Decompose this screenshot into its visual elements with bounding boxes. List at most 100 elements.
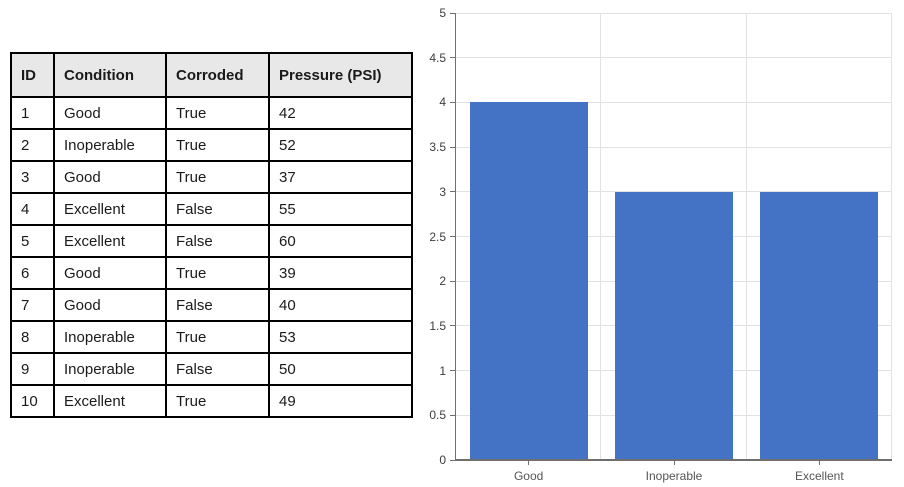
table-cell: 5: [10, 224, 55, 258]
bar-inoperable: [615, 191, 733, 460]
table-row: 5 Excellent False 60: [10, 224, 413, 258]
x-axis-category-label: Good: [513, 469, 544, 483]
table-cell: 10: [10, 384, 55, 418]
y-axis-tick-label: 1: [439, 363, 446, 378]
table-cell: 50: [268, 352, 413, 386]
y-axis-line: [455, 13, 456, 460]
table-cell: False: [165, 288, 270, 322]
table-row: 2 Inoperable True 52: [10, 128, 413, 162]
bar-good: [469, 102, 588, 460]
table-cell: 1: [10, 96, 55, 130]
y-axis-tick-label: 4.5: [429, 50, 446, 65]
table-row: 8 Inoperable True 53: [10, 320, 413, 354]
y-axis-tick: [450, 57, 456, 59]
table-cell: Inoperable: [53, 320, 167, 354]
table-cell: Good: [53, 96, 167, 130]
bar-chart: 0 0.5 1 1.5 2 2.5 3 3.5 4 4.5 5 Good Inoperable Excel…: [429, 6, 892, 483]
gridline-horizontal: [456, 146, 892, 148]
bar-excellent: [760, 191, 879, 460]
table-cell: True: [165, 384, 270, 418]
x-axis-category-label: Inoperable: [645, 469, 703, 483]
table-row: 6 Good True 39: [10, 256, 413, 290]
y-axis-tick-label: 3: [439, 184, 446, 199]
y-axis-tick: [450, 12, 456, 14]
y-axis-tick: [450, 280, 456, 282]
table-cell: Good: [53, 256, 167, 290]
table-cell: 4: [10, 192, 55, 226]
table-head: ID Condition Corroded Pressure (PSI): [10, 52, 413, 98]
x-axis-category-label: Excellent: [794, 469, 844, 483]
column-header: ID: [10, 52, 55, 98]
y-axis-tick-label: 5: [439, 6, 446, 20]
table-cell: Excellent: [53, 192, 167, 226]
table-cell: True: [165, 256, 270, 290]
table-cell: Inoperable: [53, 128, 167, 162]
table-cell: 2: [10, 128, 55, 162]
table-cell: 52: [268, 128, 413, 162]
table-cell: 40: [268, 288, 413, 322]
table-row: 9 Inoperable False 50: [10, 352, 413, 386]
x-axis-tick: [818, 460, 820, 465]
table-cell: False: [165, 192, 270, 226]
y-axis-tick: [450, 414, 456, 416]
table-cell: 53: [268, 320, 413, 354]
table-cell: 3: [10, 160, 55, 194]
y-axis-tick-label: 4: [439, 95, 446, 110]
table-row: 4 Excellent False 55: [10, 192, 413, 226]
y-axis-tick-label: 0: [439, 453, 446, 467]
data-table: ID Condition Corroded Pressure (PSI) 1 Good T…: [10, 52, 413, 418]
table-cell: False: [165, 352, 270, 386]
y-axis-tick-label: 0.5: [429, 408, 446, 423]
gridline-vertical: [891, 13, 892, 460]
table-cell: 49: [268, 384, 413, 418]
y-axis-tick-label: 3.5: [429, 140, 446, 155]
table-cell: 39: [268, 256, 413, 290]
table-cell: 7: [10, 288, 55, 322]
table-cell: 37: [268, 160, 413, 194]
table-row: 3 Good True 37: [10, 160, 413, 194]
y-axis-tick: [450, 325, 456, 327]
y-axis-tick: [450, 191, 456, 193]
table-body: 1 Good True 42 2 Inoperable True 52 3 Good True 37 4…: [10, 96, 413, 418]
column-header: Pressure (PSI): [268, 52, 413, 98]
gridline-horizontal: [456, 57, 892, 59]
y-axis-tick: [450, 370, 456, 372]
y-axis-tick: [450, 459, 456, 461]
x-axis-line: [455, 459, 892, 461]
y-axis-tick-label: 2.5: [429, 229, 446, 244]
y-axis-tick-label: 2: [439, 274, 446, 289]
table-cell: 42: [268, 96, 413, 130]
gridline-horizontal: [456, 191, 892, 193]
table-row: 1 Good True 42: [10, 96, 413, 130]
table-row: 7 Good False 40: [10, 288, 413, 322]
y-axis-tick-label: 1.5: [429, 318, 446, 333]
gridline-vertical: [600, 13, 601, 460]
table-cell: Good: [53, 160, 167, 194]
gridline-horizontal: [456, 12, 892, 14]
table-cell: Excellent: [53, 384, 167, 418]
table-cell: 55: [268, 192, 413, 226]
table-cell: True: [165, 96, 270, 130]
table-cell: True: [165, 320, 270, 354]
column-header: Corroded: [165, 52, 270, 98]
gridline-horizontal: [456, 101, 892, 103]
table-cell: Inoperable: [53, 352, 167, 386]
table-cell: True: [165, 128, 270, 162]
gridline-vertical: [746, 13, 747, 460]
table-cell: 6: [10, 256, 55, 290]
y-axis-tick: [450, 236, 456, 237]
column-header: Condition: [53, 52, 167, 98]
table-row: 10 Excellent True 49: [10, 384, 413, 418]
table-cell: 8: [10, 320, 55, 354]
y-axis-tick: [450, 146, 456, 148]
table-header-row: ID Condition Corroded Pressure (PSI): [10, 52, 413, 98]
table-cell: 60: [268, 224, 413, 258]
x-axis-tick: [528, 460, 530, 465]
table-cell: False: [165, 224, 270, 258]
table-cell: 9: [10, 352, 55, 386]
y-axis-tick: [450, 101, 456, 103]
table-cell: True: [165, 160, 270, 194]
table-cell: Good: [53, 288, 167, 322]
x-axis-tick: [673, 460, 675, 465]
